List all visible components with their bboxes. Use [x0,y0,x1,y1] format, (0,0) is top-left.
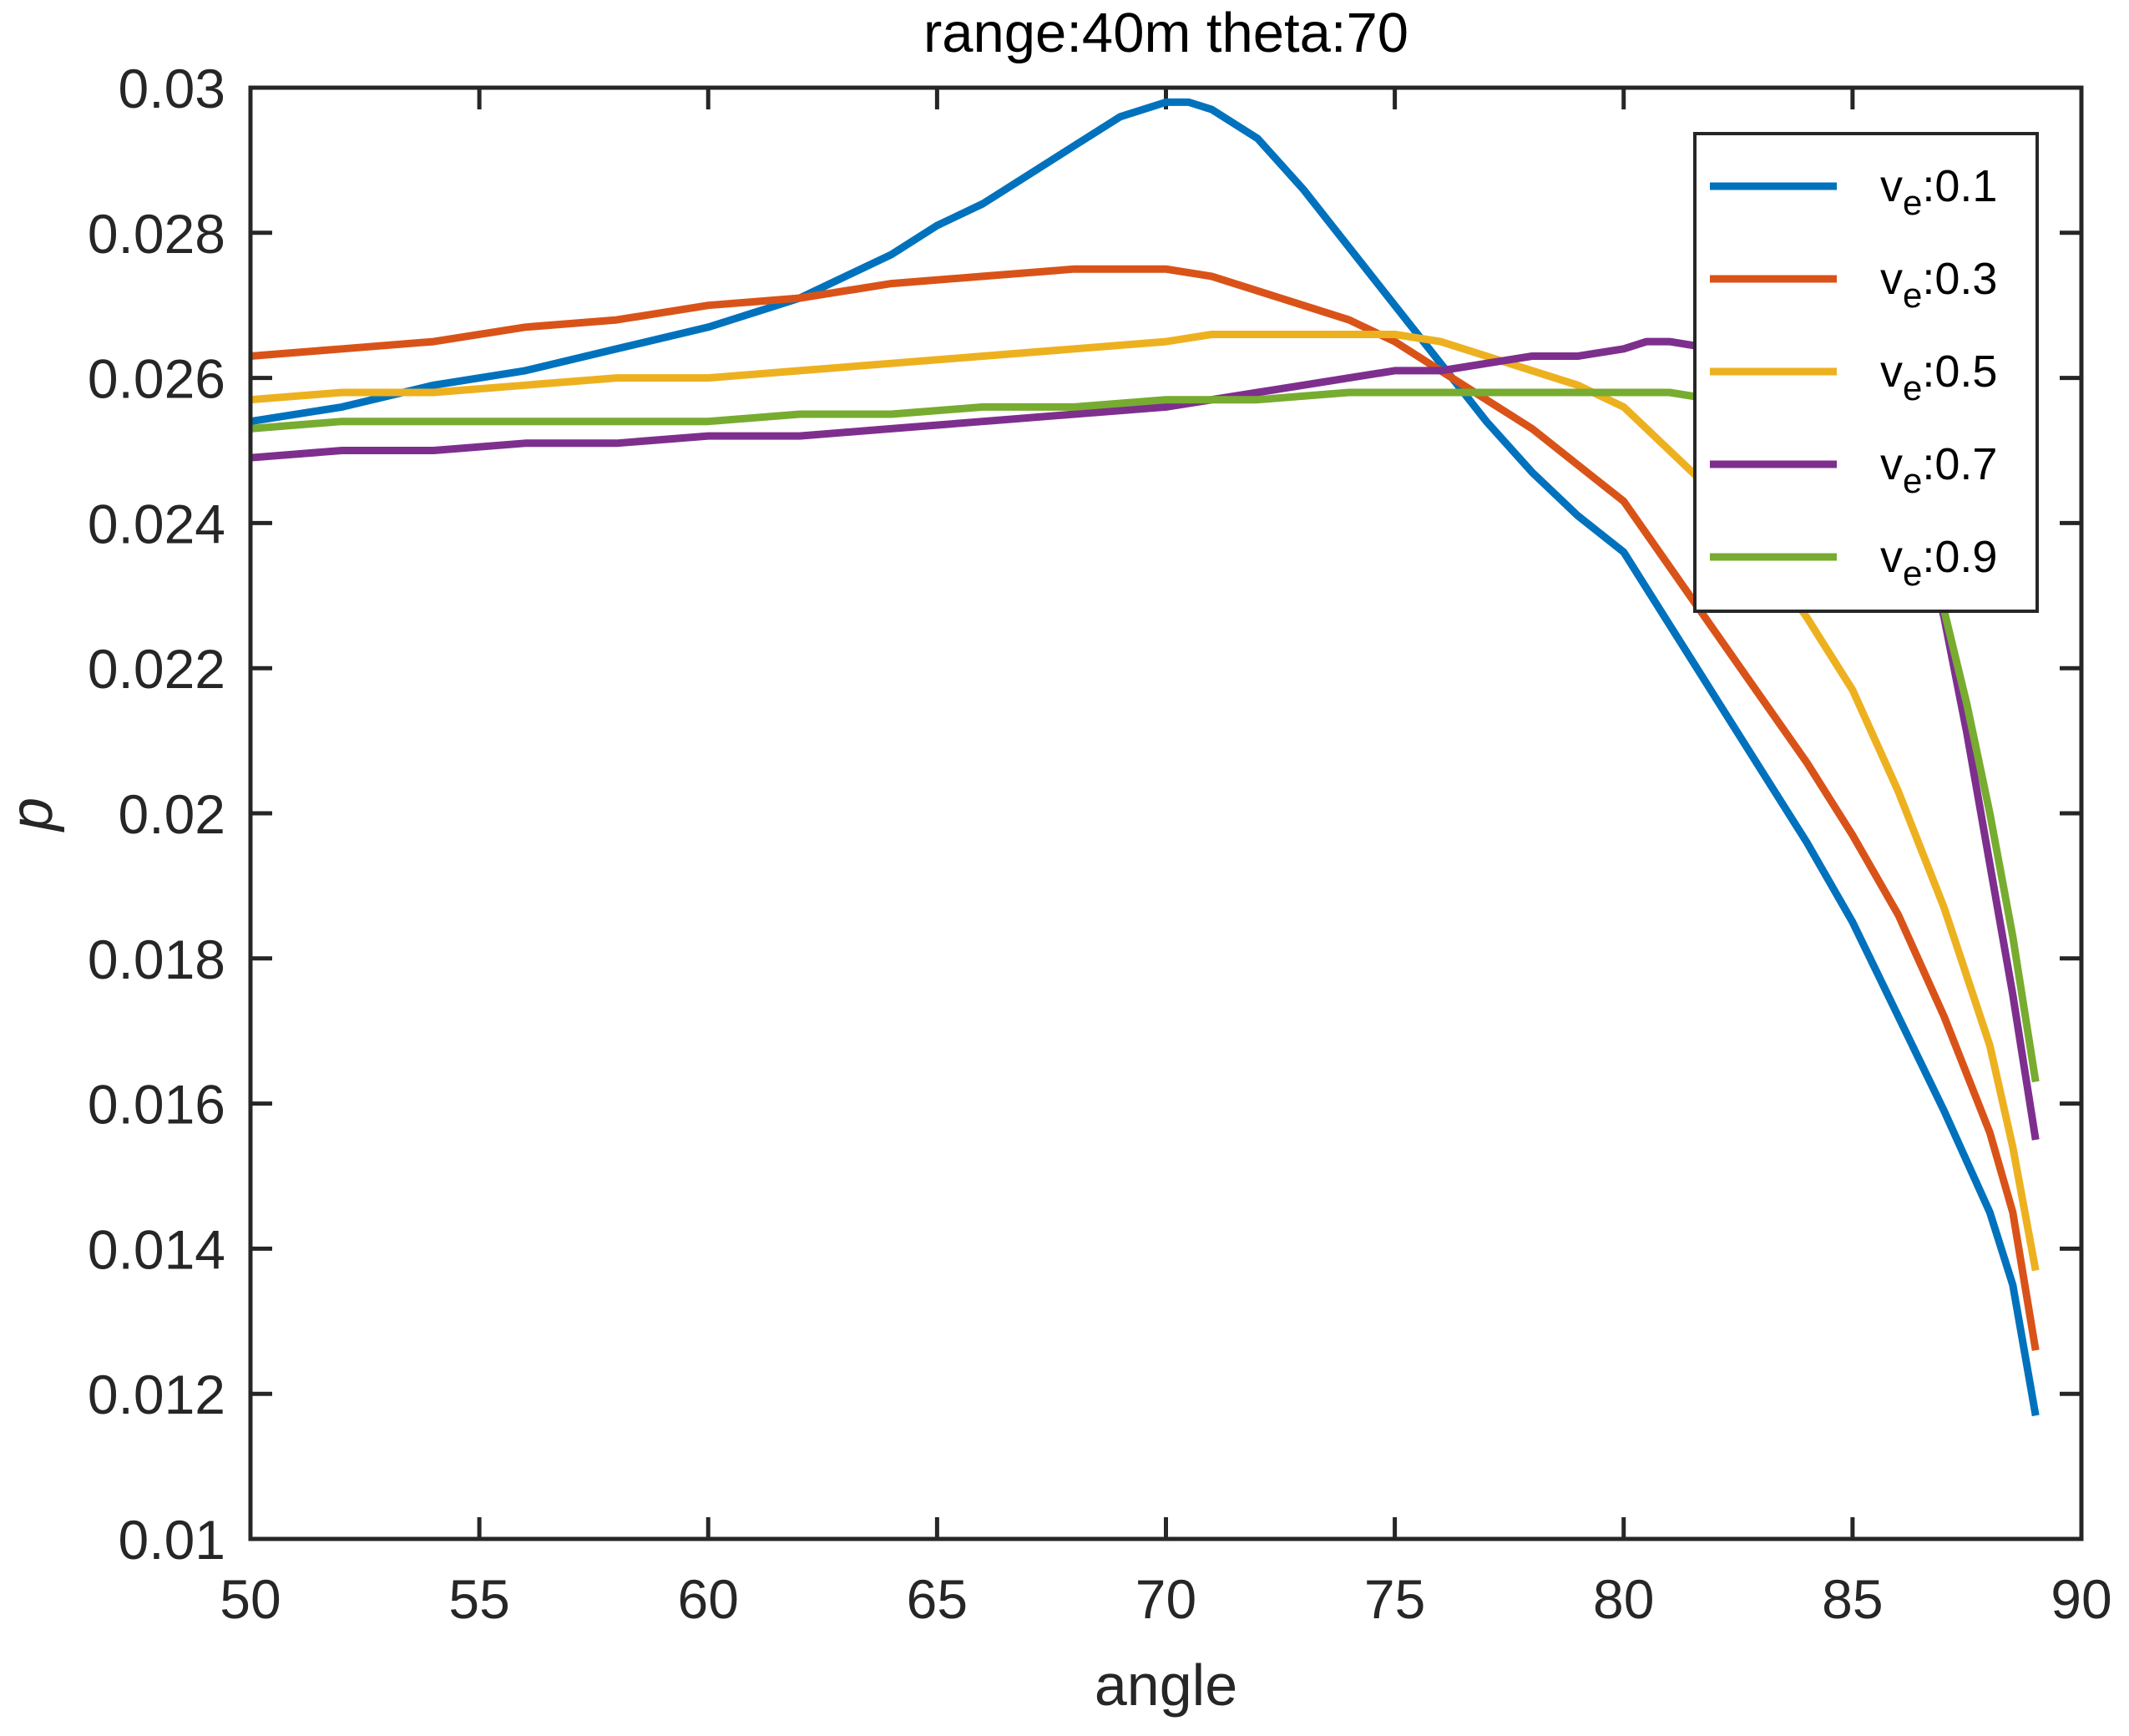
y-tick-label: 0.014 [88,1218,225,1280]
series-line-2 [250,331,2040,1272]
legend-label-0: ve:0.1 [1880,161,1997,222]
series-line-0 [250,98,2040,1417]
x-tick-label: 65 [907,1568,968,1630]
x-tick-label: 75 [1364,1568,1425,1630]
x-tick-label: 70 [1135,1568,1196,1630]
y-tick-label: 0.028 [88,203,225,265]
chart-title: range:40m theta:70 [923,2,1408,64]
y-tick-label: 0.018 [88,929,225,990]
x-tick-label: 85 [1822,1568,1883,1630]
y-tick-label: 0.022 [88,638,225,700]
y-tick-label: 0.01 [119,1509,225,1571]
x-tick-label: 55 [448,1568,509,1630]
y-tick-label: 0.02 [119,783,225,845]
plot-box [248,85,2084,1541]
x-tick-label: 90 [2051,1568,2111,1630]
y-tick-label: 0.016 [88,1074,225,1136]
x-tick-label: 80 [1593,1568,1654,1630]
y-tick-label: 0.026 [88,348,225,410]
x-tick-label: 60 [678,1568,739,1630]
y-axis-label: p [0,797,65,833]
x-tick-label: 50 [220,1568,281,1630]
y-tick-label: 0.03 [119,58,225,119]
legend-label-3: ve:0.7 [1880,439,1997,500]
x-axis-label: angle [1095,1652,1237,1718]
y-tick-label: 0.012 [88,1364,225,1425]
legend-label-2: ve:0.5 [1880,347,1997,407]
y-tick-label: 0.024 [88,493,225,554]
legend-label-1: ve:0.3 [1880,254,1997,315]
legend-label-4: ve:0.9 [1880,532,1997,593]
